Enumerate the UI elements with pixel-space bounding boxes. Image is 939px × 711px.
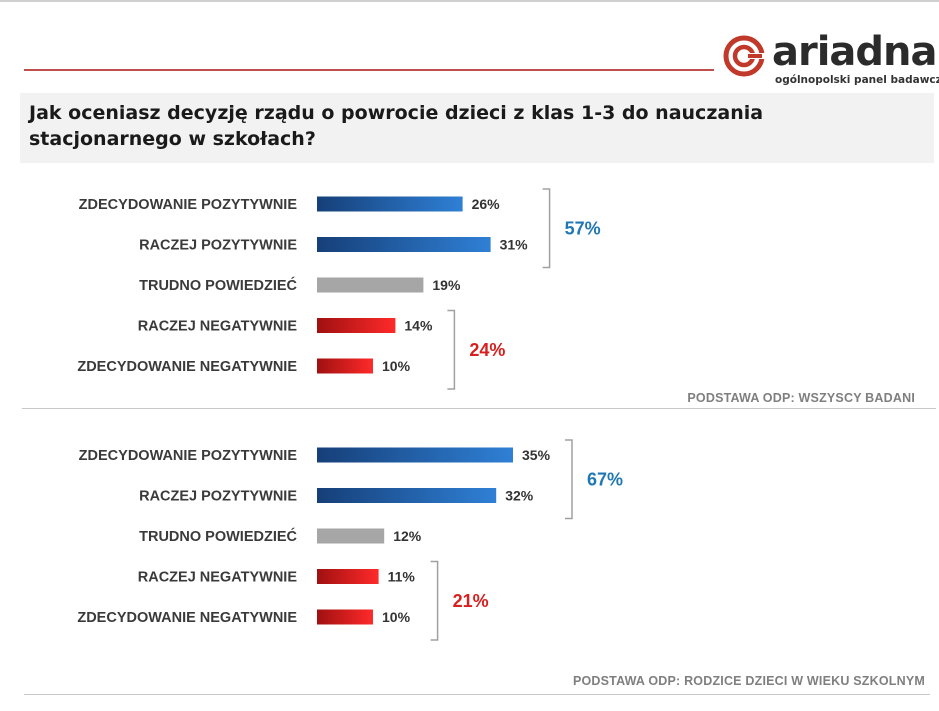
negative-total-label: 24% xyxy=(469,340,505,360)
value-label: 26% xyxy=(472,196,501,212)
category-label: ZDECYDOWANIE POZYTYWNIE xyxy=(79,197,298,213)
group-bracket xyxy=(447,309,456,390)
value-label: 35% xyxy=(522,447,551,463)
bar xyxy=(317,196,463,212)
category-label: ZDECYDOWANIE NEGATYWNIE xyxy=(77,359,297,375)
value-label: 10% xyxy=(382,358,411,374)
top-border xyxy=(0,0,939,2)
category-label: RACZEJ POZYTYWNIE xyxy=(139,489,297,505)
value-label: 12% xyxy=(393,528,422,544)
bar xyxy=(317,528,385,544)
base-note-parents: PODSTAWA ODP: RODZICE DZIECI W WIEKU SZK… xyxy=(572,674,925,688)
bar xyxy=(317,609,373,625)
value-label: 14% xyxy=(404,318,433,334)
group-bracket xyxy=(565,439,573,520)
category-label: RACZEJ NEGATYWNIE xyxy=(138,570,298,586)
group-bracket xyxy=(430,560,439,641)
positive-total-label: 57% xyxy=(565,218,601,238)
positive-total-label: 67% xyxy=(587,469,623,489)
bottom-divider xyxy=(24,694,930,695)
bar xyxy=(317,488,497,503)
header-divider xyxy=(24,69,714,71)
value-label: 10% xyxy=(382,609,411,625)
logo-tagline: ogólnopolski panel badawczy xyxy=(775,74,939,86)
chart-parents: ZDECYDOWANIE POZYTYWNIE 35% RACZEJ POZYTYW… xyxy=(77,439,623,641)
logo-spiral-icon xyxy=(723,35,766,77)
category-label: ZDECYDOWANIE NEGATYWNIE xyxy=(77,610,297,626)
category-label: ZDECYDOWANIE POZYTYWNIE xyxy=(79,448,298,464)
base-note-all: PODSTAWA ODP: WSZYSCY BADANI xyxy=(687,391,915,405)
value-label: 19% xyxy=(432,277,461,293)
bar xyxy=(317,318,396,333)
value-label: 32% xyxy=(505,488,534,504)
category-label: TRUDNO POWIEDZIEĆ xyxy=(139,276,297,294)
chart-all-respondents: ZDECYDOWANIE POZYTYWNIE 26% RACZEJ POZYTYW… xyxy=(77,188,601,390)
question-title: Jak oceniasz decyzję rządu o powrocie dz… xyxy=(29,102,764,150)
value-label: 11% xyxy=(388,569,416,585)
logo-wordmark: ariadna xyxy=(772,29,938,75)
negative-total-label: 21% xyxy=(453,591,489,611)
question-box: Jak oceniasz decyzję rządu o powrocie dz… xyxy=(20,93,934,163)
category-label: RACZEJ POZYTYWNIE xyxy=(139,238,297,254)
section-divider xyxy=(22,408,936,409)
category-label: TRUDNO POWIEDZIEĆ xyxy=(139,527,297,545)
bar xyxy=(317,447,513,463)
group-bracket xyxy=(542,188,551,269)
bar xyxy=(317,358,373,374)
value-label: 31% xyxy=(500,237,529,253)
bar xyxy=(317,569,379,584)
bar xyxy=(317,277,424,293)
ariadna-logo: ariadna ogólnopolski panel badawczy xyxy=(722,30,939,92)
bar xyxy=(317,237,491,252)
category-label: RACZEJ NEGATYWNIE xyxy=(138,319,298,335)
